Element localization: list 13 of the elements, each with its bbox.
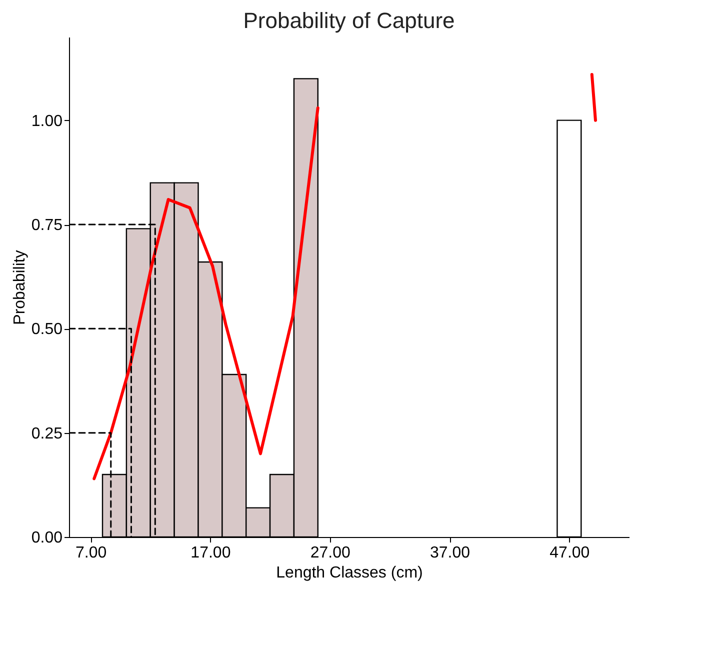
x-tick-label: 17.00 <box>190 544 231 562</box>
y-tick-label: 0.25 <box>31 425 63 442</box>
x-tick-label: 27.00 <box>310 544 350 562</box>
x-axis-title: Length Classes (cm) <box>276 564 423 582</box>
x-tick-label: 7.00 <box>75 544 107 562</box>
y-tick-label: 0.00 <box>31 530 63 546</box>
y-tick-label: 1.00 <box>31 112 63 130</box>
y-tick-label: 0.75 <box>31 217 63 234</box>
y-axis-title: Probability <box>11 250 28 325</box>
chart-title: Probability of Capture <box>243 8 455 33</box>
y-tick-label: 0.50 <box>31 321 63 338</box>
x-tick-label: 37.00 <box>430 544 470 562</box>
x-tick-label: 47.00 <box>550 544 590 562</box>
